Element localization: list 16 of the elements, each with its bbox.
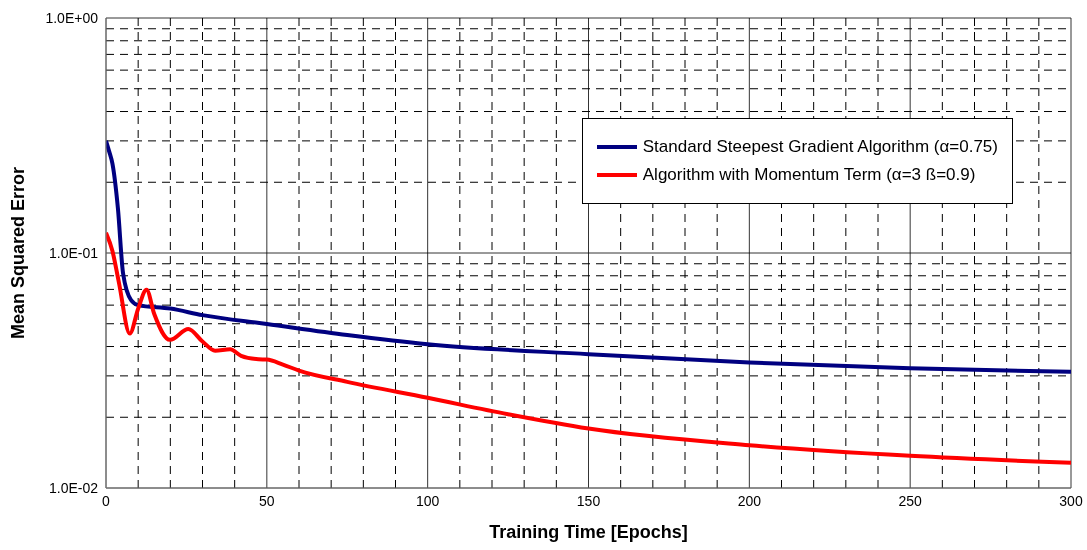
x-tick-label: 250 (898, 492, 923, 509)
x-tick-label: 300 (1059, 492, 1083, 509)
line-series (106, 230, 1071, 465)
x-tick-label: 0 (102, 492, 111, 509)
x-tick-label: 150 (576, 492, 601, 509)
y-tick-label: 1.0E-02 (48, 479, 99, 496)
x-axis-title: Training Time [Epochs] (489, 522, 688, 542)
x-tick-label: 50 (259, 492, 275, 509)
legend-label: Standard Steepest Gradient Algorithm (α=0.75) (642, 137, 998, 157)
line-series (106, 138, 1071, 374)
x-tick-label: 200 (737, 492, 762, 509)
y-tick-label: 1.0E-01 (48, 244, 99, 261)
x-tick-label: 100 (415, 492, 440, 509)
y-tick-label: 1.0E+00 (45, 9, 99, 26)
y-axis-title: Mean Squared Error (8, 166, 29, 340)
legend-label: Algorithm with Momentum Term (α=3 ß=0.9) (642, 165, 976, 185)
